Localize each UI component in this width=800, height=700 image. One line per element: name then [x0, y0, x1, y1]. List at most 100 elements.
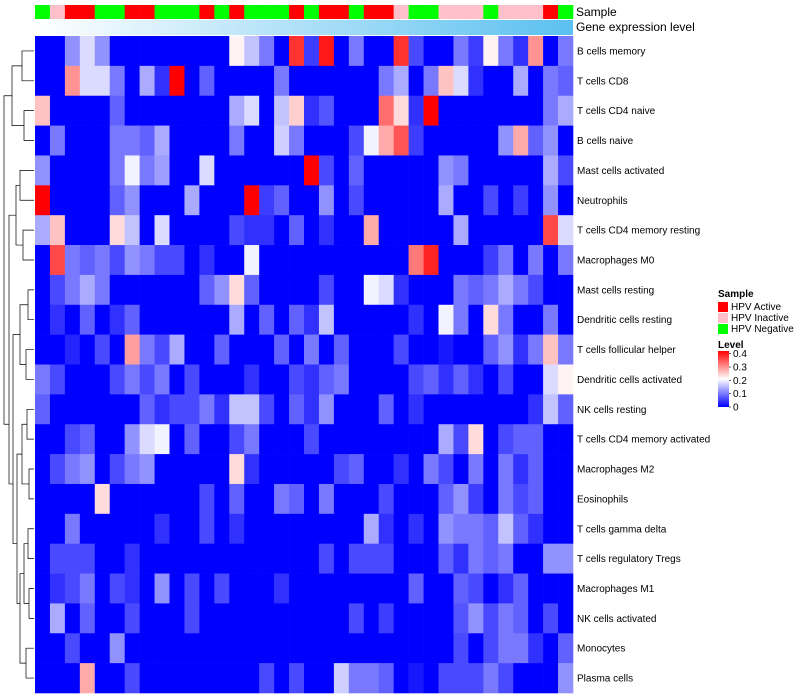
heat-cell: [378, 454, 394, 485]
heat-cell: [408, 513, 424, 544]
heat-cell: [543, 424, 559, 455]
sample-cell-negative: [214, 5, 230, 19]
heat-cell: [438, 603, 454, 634]
heat-cell: [94, 483, 111, 515]
heat-cell: [229, 454, 245, 485]
heat-cell: [274, 543, 290, 574]
heat-cell: [528, 155, 544, 186]
heat-cell: [438, 125, 454, 156]
heat-cell: [154, 155, 170, 186]
heat-cell: [408, 603, 424, 634]
heat-cell: [274, 36, 290, 67]
heat-cell: [35, 304, 51, 335]
heat-cell: [139, 513, 155, 544]
heat-cell: [184, 573, 200, 604]
heat-cell: [558, 155, 574, 186]
heat-cell: [468, 394, 484, 425]
heat-cell: [423, 454, 439, 485]
heat-cell: [274, 65, 290, 97]
heat-cell: [513, 663, 529, 694]
heat-cell: [139, 364, 155, 395]
heat-cell: [558, 215, 574, 246]
heat-cell: [333, 274, 350, 306]
heat-cell: [184, 424, 200, 455]
heat-cell: [528, 394, 544, 425]
heat-cell: [94, 215, 111, 246]
heat-cell: [289, 185, 305, 216]
heat-cell: [483, 65, 499, 97]
heat-cell: [333, 334, 350, 365]
heat-cell: [333, 304, 350, 335]
heat-cell: [49, 483, 66, 515]
heat-cell: [109, 125, 125, 156]
heat-cell: [408, 304, 424, 335]
heat-cell: [348, 304, 365, 335]
heat-cell: [49, 633, 66, 664]
heat-cell: [393, 603, 409, 634]
heat-cell: [498, 95, 514, 126]
heat-cell: [124, 633, 140, 664]
heat-cell: [453, 274, 469, 306]
heat-cell: [483, 543, 499, 574]
heat-cell: [393, 543, 409, 574]
heat-cell: [423, 95, 439, 126]
heat-cell: [393, 125, 409, 156]
heat-cell: [333, 65, 350, 97]
heat-cell: [318, 483, 335, 515]
level-legend: Level 0.4 0.3 0.2 0.1 0: [718, 340, 747, 414]
heat-cell: [378, 573, 394, 604]
heat-cell: [528, 603, 544, 634]
heat-cell: [199, 513, 215, 544]
heat-cell: [214, 185, 230, 216]
heat-cell: [35, 245, 51, 276]
heat-cell: [214, 274, 230, 306]
heat-cell: [289, 513, 305, 544]
row-label: Plasma cells: [577, 674, 633, 685]
heat-cell: [363, 454, 380, 485]
heat-cell: [513, 185, 529, 216]
heat-cell: [528, 334, 544, 365]
heat-cell: [244, 394, 260, 425]
heat-cell: [139, 454, 155, 485]
heat-cell: [214, 125, 230, 156]
heat-cell: [558, 36, 574, 67]
heat-cell: [498, 603, 514, 634]
heat-cell: [543, 483, 559, 515]
heat-cell: [348, 185, 365, 216]
heat-cell: [423, 394, 439, 425]
heat-cell: [528, 36, 544, 67]
heat-cell: [244, 245, 260, 276]
heat-cell: [94, 663, 111, 694]
heat-cell: [289, 394, 305, 425]
heat-cell: [154, 603, 170, 634]
heat-cell: [378, 513, 394, 544]
heat-cell: [229, 274, 245, 306]
heat-cell: [289, 543, 305, 574]
heat-cell: [169, 125, 185, 156]
dendrogram-branch: [8, 214, 16, 485]
heat-cell: [378, 95, 394, 126]
heat-cell: [408, 573, 424, 604]
heat-cell: [229, 364, 245, 395]
heat-cell: [94, 513, 111, 544]
heat-cell: [229, 573, 245, 604]
heat-cell: [124, 274, 140, 306]
sample-cell-inactive: [49, 5, 66, 19]
heat-cell: [408, 633, 424, 664]
heat-cell: [318, 274, 335, 306]
heat-cell: [109, 513, 125, 544]
dendrogram-branch: [16, 453, 22, 604]
sample-cell-negative: [558, 5, 574, 19]
heat-cell: [393, 155, 409, 186]
heat-cell: [244, 185, 260, 216]
heat-cell: [79, 483, 96, 515]
heat-cell: [274, 483, 290, 515]
heat-cell: [229, 155, 245, 186]
heat-cell: [543, 633, 559, 664]
heat-cell: [453, 454, 469, 485]
heat-cell: [79, 543, 96, 574]
heat-cell: [453, 155, 469, 186]
heat-cell: [94, 95, 111, 126]
heat-cell: [363, 603, 380, 634]
heat-cell: [64, 95, 81, 126]
